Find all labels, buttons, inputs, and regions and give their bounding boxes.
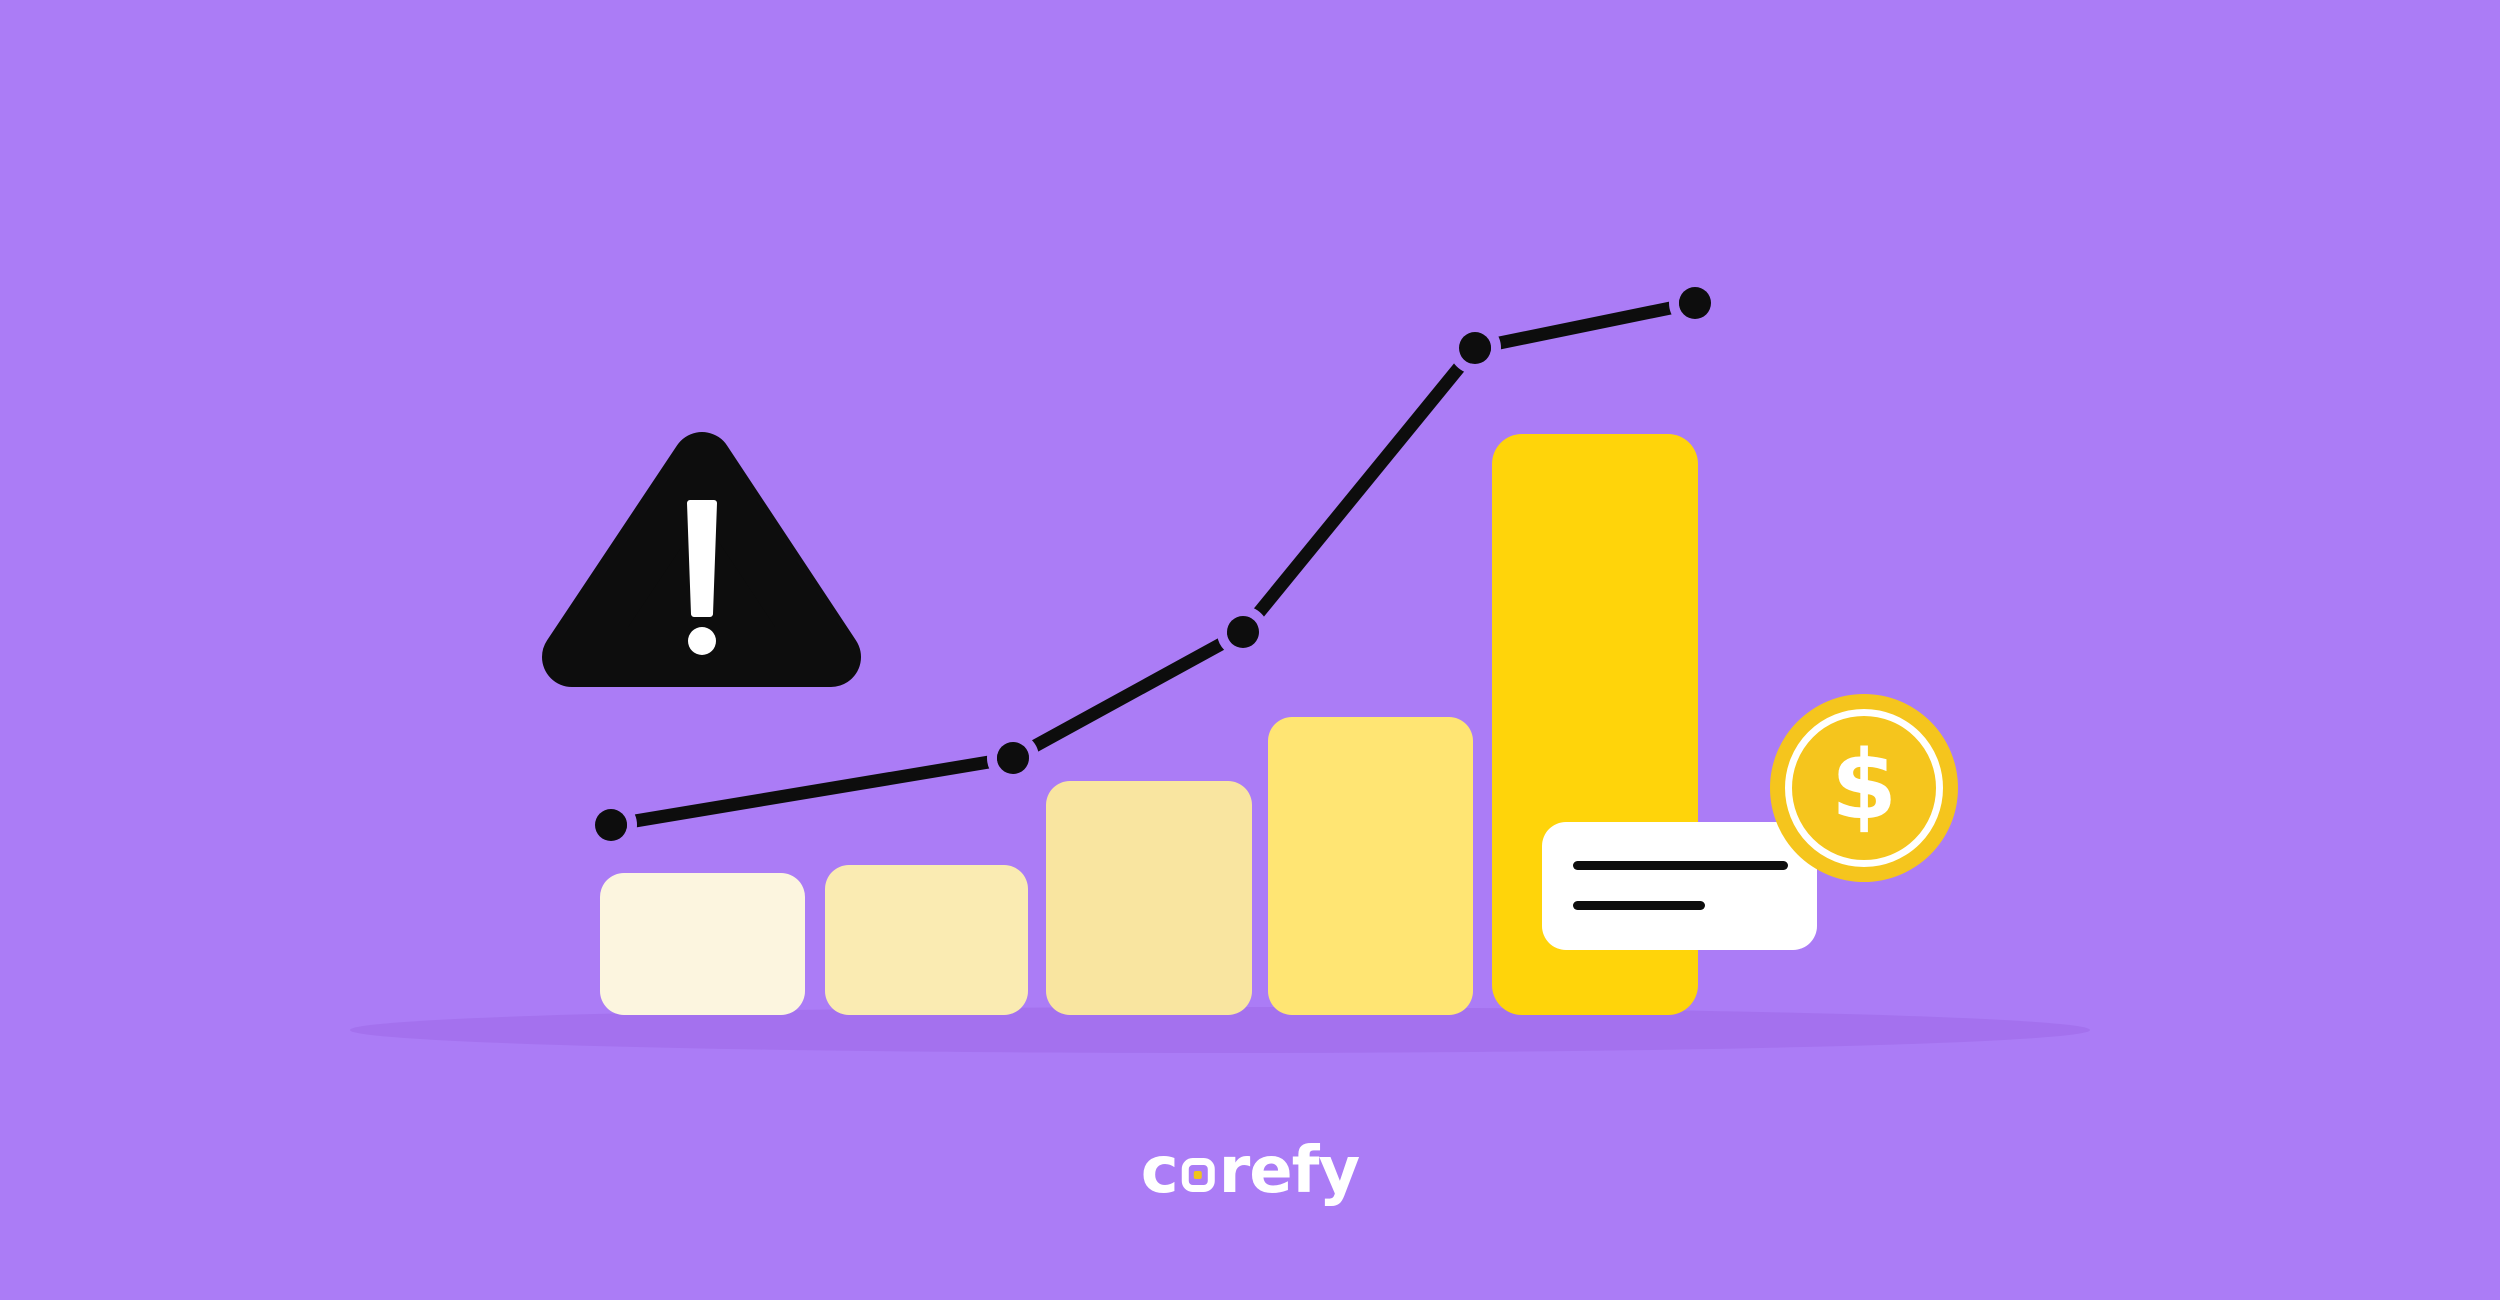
logo-text-prefix: c (1140, 1134, 1179, 1208)
logo-o-accent-dot (1194, 1171, 1203, 1179)
invoice-note-icon (1542, 822, 1817, 950)
logo-text-suffix: refy (1218, 1134, 1361, 1208)
corefy-logo: c refy (1141, 1139, 1360, 1203)
note-line-2 (1573, 901, 1705, 910)
bar-1 (600, 873, 805, 1015)
dollar-sign: $ (1830, 730, 1898, 841)
bar-2 (825, 865, 1028, 1015)
dollar-coin-icon: $ (1770, 694, 1958, 882)
bar-4 (1268, 717, 1473, 1015)
coin-ring (1785, 709, 1943, 867)
note-line-1 (1573, 861, 1788, 870)
logo-o-mark (1181, 1158, 1215, 1192)
bar-3 (1046, 781, 1252, 1015)
